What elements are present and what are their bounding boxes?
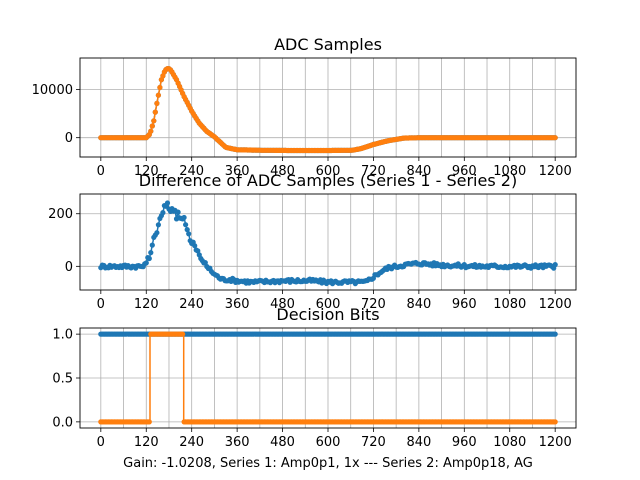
- x-tick-label: 0: [97, 164, 105, 179]
- subplot-2: Difference of ADC Samples (Series 1 - Se…: [48, 171, 577, 312]
- y-tick-label: 0.0: [52, 415, 73, 430]
- x-tick-label: 0: [97, 297, 105, 312]
- data-point: [180, 331, 186, 337]
- data-point: [202, 260, 208, 266]
- x-tick-label: 120: [134, 164, 159, 179]
- x-tick-label: 1200: [539, 297, 572, 312]
- x-tick-label: 480: [270, 297, 295, 312]
- data-point: [148, 128, 154, 134]
- y-tick-label: 0: [65, 260, 73, 275]
- data-point: [192, 243, 198, 249]
- y-tick-label: 1.0: [52, 328, 73, 343]
- x-tick-label: 1080: [493, 435, 526, 450]
- subplot-3: Decision Bits 0 120 240 360 480 600 720 840 960 10…: [52, 305, 577, 450]
- x-tick-label: 240: [179, 297, 204, 312]
- data-point: [152, 109, 158, 115]
- x-tick-label: 840: [406, 164, 431, 179]
- x-tick-label: 840: [406, 435, 431, 450]
- subplot-1: ADC Samples 0 120 240 360 480 600 720 840 960 1080…: [32, 35, 577, 179]
- subplot-title: Difference of ADC Samples (Series 1 - Se…: [139, 171, 517, 190]
- figure-xlabel: Gain: -1.0208, Series 1: Amp0p1, 1x --- …: [123, 456, 533, 471]
- data-point: [151, 118, 157, 124]
- subplot-title: Decision Bits: [276, 305, 379, 324]
- series-2: [98, 331, 558, 425]
- y-tick-label: 200: [48, 207, 73, 222]
- data-point: [146, 255, 152, 262]
- data-point: [149, 123, 155, 129]
- x-tick-label: 240: [179, 435, 204, 450]
- y-tick-label: 10000: [32, 83, 73, 98]
- x-tick-label: 960: [452, 435, 477, 450]
- x-tick-label: 1200: [539, 164, 572, 179]
- data-point: [154, 100, 160, 106]
- data-point: [164, 200, 171, 206]
- data-point: [154, 230, 160, 236]
- x-tick-label: 960: [452, 297, 477, 312]
- x-tick-label: 960: [452, 164, 477, 179]
- x-tick-label: 600: [316, 297, 341, 312]
- data-point: [149, 242, 155, 248]
- data-point: [184, 227, 190, 233]
- data-point: [186, 231, 192, 237]
- x-tick-label: 480: [270, 435, 295, 450]
- data-point: [148, 250, 154, 256]
- x-tick-label: 720: [361, 164, 386, 179]
- x-tick-label: 1080: [493, 297, 526, 312]
- y-tick-label: 0.5: [52, 372, 73, 387]
- x-tick-label: 480: [270, 164, 295, 179]
- y-tick-label: 0: [65, 131, 73, 146]
- x-tick-label: 1080: [493, 164, 526, 179]
- data-point: [175, 209, 181, 215]
- series-2: [98, 66, 558, 154]
- data-point: [157, 84, 163, 91]
- x-tick-label: 360: [225, 435, 250, 450]
- subplots: ADC Samples 0 120 240 360 480 600 720 840 960 1080…: [32, 35, 577, 450]
- x-tick-label: 840: [406, 297, 431, 312]
- subplot-title: ADC Samples: [274, 35, 382, 54]
- data-point: [552, 262, 558, 268]
- data-point: [160, 73, 166, 79]
- data-point: [155, 222, 161, 228]
- x-tick-label: 720: [361, 435, 386, 450]
- series-1: [98, 200, 558, 287]
- x-tick-label: 360: [225, 297, 250, 312]
- x-tick-label: 0: [97, 435, 105, 450]
- x-tick-label: 600: [316, 435, 341, 450]
- data-point: [146, 419, 152, 425]
- data-point: [195, 248, 201, 254]
- x-tick-label: 120: [134, 435, 159, 450]
- x-tick-label: 120: [134, 297, 159, 312]
- data-point: [552, 135, 558, 141]
- x-tick-label: 240: [179, 164, 204, 179]
- data-point: [181, 214, 187, 221]
- x-tick-label: 720: [361, 297, 386, 312]
- x-tick-label: 1200: [539, 435, 572, 450]
- x-tick-label: 600: [316, 164, 341, 179]
- x-tick-label: 360: [225, 164, 250, 179]
- data-point: [183, 222, 189, 228]
- data-point: [155, 92, 161, 98]
- data-point: [143, 260, 149, 266]
- data-point: [552, 419, 558, 425]
- data-point: [160, 210, 166, 216]
- data-point: [552, 331, 558, 337]
